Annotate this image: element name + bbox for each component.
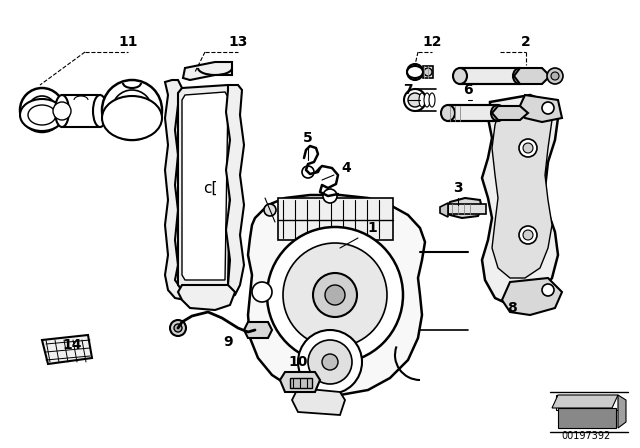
Polygon shape	[165, 80, 190, 300]
Polygon shape	[514, 68, 550, 84]
Circle shape	[53, 102, 71, 120]
Polygon shape	[482, 95, 558, 305]
Polygon shape	[178, 85, 232, 290]
Circle shape	[323, 189, 337, 203]
Circle shape	[519, 139, 537, 157]
Text: 14: 14	[62, 338, 82, 352]
Ellipse shape	[429, 93, 435, 107]
Text: 11: 11	[118, 35, 138, 49]
Ellipse shape	[20, 99, 64, 131]
Text: 1: 1	[367, 221, 377, 235]
Text: 8: 8	[507, 301, 517, 315]
Polygon shape	[280, 372, 320, 392]
Ellipse shape	[407, 66, 423, 78]
Bar	[423, 66, 433, 78]
Circle shape	[298, 330, 362, 394]
Text: c[: c[	[203, 181, 217, 195]
Ellipse shape	[491, 105, 505, 121]
Circle shape	[267, 227, 403, 363]
Circle shape	[112, 90, 152, 130]
Text: 7: 7	[403, 83, 413, 97]
Text: 4: 4	[341, 161, 351, 175]
Polygon shape	[518, 95, 562, 122]
Circle shape	[283, 243, 387, 347]
Polygon shape	[556, 395, 618, 410]
Bar	[448, 105, 498, 121]
Circle shape	[322, 354, 338, 370]
Circle shape	[102, 80, 162, 140]
Bar	[460, 68, 520, 84]
Polygon shape	[292, 388, 345, 415]
Circle shape	[547, 68, 563, 84]
Text: 3: 3	[453, 181, 463, 195]
Text: 5: 5	[303, 131, 313, 145]
Text: 9: 9	[223, 335, 233, 349]
Polygon shape	[248, 195, 425, 395]
Bar	[290, 378, 312, 388]
Polygon shape	[552, 395, 618, 408]
Circle shape	[313, 273, 357, 317]
Polygon shape	[182, 92, 228, 280]
Circle shape	[170, 320, 186, 336]
Circle shape	[523, 143, 533, 153]
Ellipse shape	[93, 95, 107, 127]
Circle shape	[28, 96, 56, 124]
Text: 12: 12	[422, 35, 442, 49]
Ellipse shape	[513, 68, 527, 84]
Circle shape	[302, 166, 314, 178]
Bar	[448, 204, 486, 214]
Circle shape	[264, 204, 276, 216]
Text: 6: 6	[463, 83, 473, 97]
Circle shape	[424, 68, 432, 76]
Polygon shape	[440, 203, 448, 217]
Ellipse shape	[424, 93, 430, 107]
Circle shape	[408, 93, 422, 107]
Bar	[278, 198, 393, 240]
Text: 00197392: 00197392	[561, 431, 611, 441]
Circle shape	[308, 340, 352, 384]
Polygon shape	[42, 335, 92, 364]
Ellipse shape	[102, 96, 162, 140]
Circle shape	[542, 102, 554, 114]
Ellipse shape	[28, 105, 56, 125]
Circle shape	[404, 89, 426, 111]
Text: 2: 2	[521, 35, 531, 49]
Circle shape	[122, 100, 142, 120]
Circle shape	[407, 64, 423, 80]
Circle shape	[523, 230, 533, 240]
Text: 13: 13	[228, 35, 248, 49]
Polygon shape	[492, 108, 552, 278]
Text: 10: 10	[288, 355, 308, 369]
Polygon shape	[492, 106, 528, 120]
Polygon shape	[178, 285, 235, 310]
Circle shape	[20, 88, 64, 132]
Circle shape	[325, 285, 345, 305]
Polygon shape	[225, 85, 244, 298]
Circle shape	[551, 72, 559, 80]
Circle shape	[174, 324, 182, 332]
Circle shape	[519, 226, 537, 244]
Polygon shape	[558, 408, 616, 428]
Polygon shape	[618, 395, 626, 428]
Ellipse shape	[453, 68, 467, 84]
Ellipse shape	[55, 95, 69, 127]
Circle shape	[542, 284, 554, 296]
Ellipse shape	[419, 93, 425, 107]
Circle shape	[252, 282, 272, 302]
Polygon shape	[244, 322, 272, 338]
Polygon shape	[183, 62, 232, 80]
Ellipse shape	[441, 105, 455, 121]
Polygon shape	[502, 278, 562, 315]
Bar	[62, 95, 100, 127]
Polygon shape	[446, 198, 482, 218]
